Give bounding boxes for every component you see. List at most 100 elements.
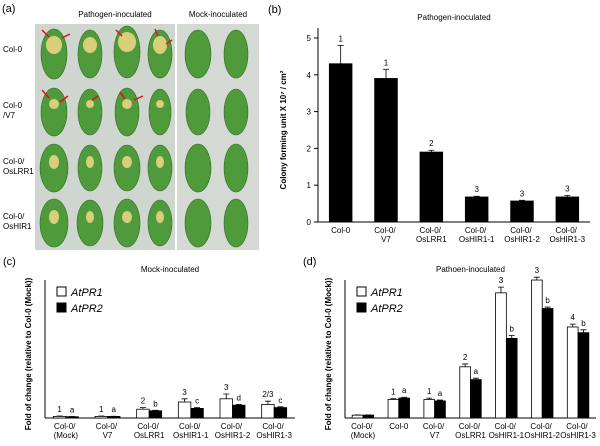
bar — [52, 415, 67, 419]
y-axis-label: Fold of change (relative to Col-0 (Mock)… — [24, 277, 33, 430]
bar — [190, 407, 204, 419]
row-labels: Col-0 Col-0 /V7 Col-0/ OsLRR1 Col-0/ OsH… — [3, 45, 34, 231]
column-title: Pathogen-inoculated — [78, 10, 151, 19]
x-tick-label: Col-0/ OsHIR1-1 — [173, 422, 209, 440]
row-label: Col-0/ — [3, 212, 25, 221]
error-bar — [519, 199, 525, 202]
bar — [94, 415, 108, 419]
bar — [362, 414, 375, 419]
x-tick-label-line: OsLRR1 — [134, 431, 165, 440]
significance-label: 3 — [182, 388, 187, 397]
x-tick-label-line: V7 — [381, 235, 391, 244]
error-bar — [437, 399, 444, 401]
y-tick-label: 1 — [307, 181, 312, 190]
x-tick-label-line: Col-0/ — [351, 422, 375, 431]
x-tick-label-line: Col-0/ — [465, 226, 489, 235]
lesions — [46, 32, 167, 224]
x-tick-label-line: V7 — [430, 431, 440, 440]
bar — [566, 326, 579, 419]
row-label: Col-0 — [3, 101, 23, 110]
significance-label: 3 — [224, 383, 229, 392]
bar — [434, 400, 446, 419]
error-bar — [580, 329, 587, 333]
significance-label: 1 — [338, 34, 343, 43]
error-bar — [569, 323, 576, 327]
x-tick-label: Col-0/ OsHIR1-1 — [459, 226, 495, 244]
arrows — [41, 28, 173, 103]
x-tick-label: Col-0 — [389, 422, 409, 431]
significance-label: b — [581, 319, 586, 328]
x-tick-label-line: Col-0/ — [137, 422, 161, 431]
error-bar — [462, 363, 469, 367]
y-tick-label: 4 — [307, 71, 312, 80]
legend-swatch — [56, 302, 67, 313]
x-tick-label: Col-0/ V7 — [423, 422, 447, 440]
bar — [232, 404, 246, 419]
significance-label: 1 — [384, 58, 389, 67]
bar — [510, 200, 534, 223]
x-tick-label: Col-0/ OsHIR1-1 — [489, 422, 525, 440]
x-tick-label: Col-0/ V7 — [96, 422, 120, 440]
significance-label: 2 — [429, 139, 434, 148]
x-tick-label-line: Col-0/ — [374, 226, 398, 235]
x-tick-label-line: OsHIR1-3 — [560, 431, 596, 440]
row-label: Col-0 — [3, 45, 23, 54]
x-tick-label: Col-0/ OsLRR1 — [134, 422, 165, 440]
bar — [148, 410, 163, 419]
significance-label: 1 — [99, 405, 104, 414]
x-tick-label-line: Col-0/ — [420, 226, 444, 235]
x-tick-label-line: OsHIR1-2 — [504, 235, 540, 244]
error-bar — [277, 406, 284, 408]
error-bar — [181, 398, 188, 402]
significance-label: c — [278, 396, 282, 405]
x-tick-label-line: Col-0/ — [221, 422, 245, 431]
x-tick-label-line: (Mock) — [54, 431, 79, 440]
x-tick-label-line: OsHIR1-2 — [215, 431, 251, 440]
significance-label: 2/3 — [262, 390, 274, 399]
panel-label: (c) — [3, 256, 16, 268]
x-tick-label: Col-0/ OsHIR1-2 — [215, 422, 251, 440]
bar — [136, 408, 150, 419]
x-tick-label-line: OsHIR1-1 — [173, 431, 209, 440]
x-tick-label-line: Col-0/ — [495, 422, 519, 431]
x-tick-label-line: Col-0/ — [530, 422, 554, 431]
significance-label: 3 — [499, 276, 504, 285]
significance-label: 1 — [57, 405, 62, 414]
significance-label: b — [545, 296, 550, 305]
error-bar — [497, 286, 504, 293]
significance-label: b — [510, 325, 515, 334]
x-tick-label-line: OsLRR1 — [455, 431, 486, 440]
bar — [374, 78, 398, 223]
x-tick-label-line: OsHIR1-1 — [459, 235, 495, 244]
panel-label: (b) — [268, 4, 281, 16]
significance-label: 3 — [565, 185, 570, 194]
chart-title: Mock-inoculated — [141, 265, 199, 274]
x-tick-label-line: OsLRR1 — [416, 235, 447, 244]
y-axis-label: Fold of change (relative to Col-0 (Mock)… — [324, 277, 333, 430]
error-bar — [390, 398, 397, 400]
x-tick-label: Col-0/ OsHIR1-3 — [256, 422, 292, 440]
significance-label: 3 — [535, 266, 540, 275]
chart-title: Pathoen-inoculated — [436, 265, 505, 274]
bar — [541, 308, 554, 419]
panel-a: (a) Pathogen-inoculated Mock-inoculated … — [2, 3, 259, 250]
x-tick-label: Col-0 — [331, 226, 351, 235]
error-bar — [472, 377, 479, 380]
bar — [505, 337, 518, 419]
bar — [219, 398, 233, 419]
error-bar — [564, 195, 571, 197]
x-tick-label: Col-0/ (Mock) — [351, 422, 376, 440]
significance-label: a — [402, 386, 407, 395]
legend-swatch — [356, 286, 367, 297]
bar — [351, 414, 364, 419]
x-tick-label: Col-0/ V7 — [374, 226, 398, 244]
bar — [577, 332, 590, 419]
x-tick-label-line: Col-0/ — [423, 422, 447, 431]
x-tick-label: Col-0/ OsHIR1-3 — [550, 226, 586, 244]
bar — [531, 279, 543, 419]
x-tick-label: Col-0/ OsHIR1-2 — [524, 422, 560, 440]
legend-label: AtPR2 — [70, 303, 103, 315]
significance-label: d — [237, 393, 241, 402]
x-tick-label-line: Col-0/ — [54, 422, 78, 431]
significance-label: 2 — [463, 353, 468, 362]
